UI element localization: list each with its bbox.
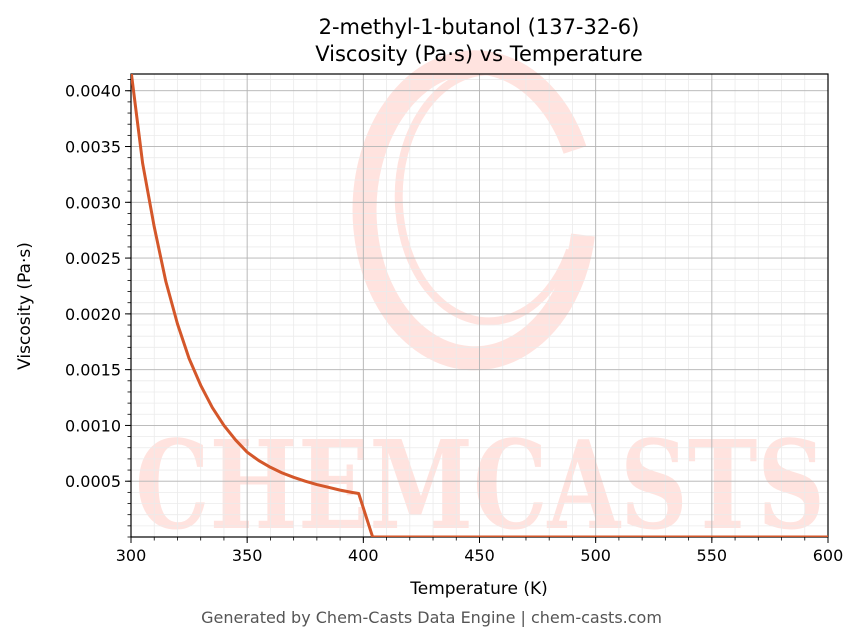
chart-title: 2-methyl-1-butanol (137-32-6) — [319, 15, 640, 39]
y-tick-label: 0.0010 — [65, 416, 121, 435]
x-tick-label: 450 — [464, 546, 495, 565]
x-tick-label: 550 — [697, 546, 728, 565]
y-tick-label: 0.0040 — [65, 82, 121, 101]
watermark: CHEMCASTS — [135, 50, 825, 557]
watermark-text: CHEMCASTS — [135, 413, 825, 557]
y-axis-label: Viscosity (Pa·s) — [15, 242, 35, 370]
x-tick-label: 500 — [580, 546, 611, 565]
x-tick-label: 300 — [116, 546, 147, 565]
axes: 300 350 400 450 500 550 600 0.0005 0.0010 0.0015 0… — [65, 73, 844, 565]
x-axis-label: Temperature (K) — [409, 579, 548, 599]
x-tick-label: 600 — [813, 546, 844, 565]
y-tick-label: 0.0015 — [65, 361, 121, 380]
watermark-swirl — [352, 50, 595, 371]
y-tick-label: 0.0020 — [65, 305, 121, 324]
grid — [130, 74, 829, 538]
y-tick-label: 0.0025 — [65, 249, 121, 268]
footer: Generated by Chem-Casts Data Engine | ch… — [201, 608, 662, 627]
watermark-swirl-inner — [394, 67, 574, 326]
y-tick-label: 0.0035 — [65, 138, 121, 157]
x-tick-label: 350 — [232, 546, 263, 565]
chart-subtitle: Viscosity (Pa·s) vs Temperature — [315, 42, 643, 66]
y-tick-label: 0.0005 — [65, 472, 121, 491]
x-tick-label: 400 — [348, 546, 379, 565]
y-tick-label: 0.0030 — [65, 193, 121, 212]
series — [131, 74, 828, 537]
series-line — [131, 74, 828, 537]
